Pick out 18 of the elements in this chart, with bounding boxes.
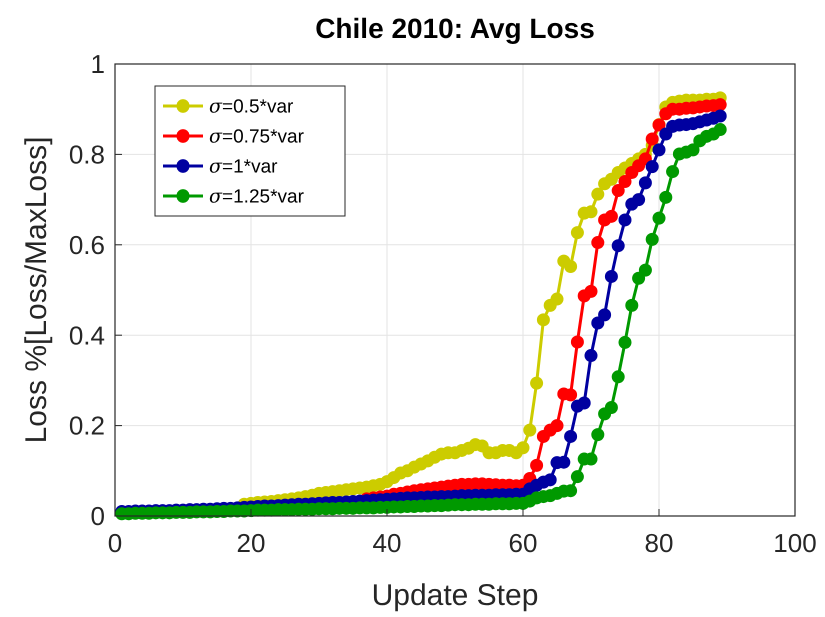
chart-title: Chile 2010: Avg Loss	[315, 13, 595, 44]
x-tick-label: 100	[773, 528, 817, 558]
x-axis-title: Update Step	[372, 579, 538, 612]
x-tick-label: 60	[508, 528, 538, 558]
y-tick-label: 1	[90, 49, 105, 80]
text: σ=0.5*var	[209, 96, 294, 118]
y-tick-label: 0.2	[68, 410, 105, 441]
y-tick-label: 0.8	[68, 140, 105, 170]
x-tick-label: 80	[644, 528, 674, 558]
text: σ=1.25*var	[209, 186, 304, 208]
y-tick-label: 0.4	[68, 320, 105, 350]
x-tick-label: 20	[236, 528, 266, 558]
y-axis-title: Loss %[Loss/MaxLoss]	[20, 136, 53, 444]
y-tick-label: 0	[90, 501, 105, 532]
y-tick-label: 0.6	[68, 230, 105, 260]
legend-label: σ=1*var	[209, 156, 278, 178]
x-tick-label: 40	[372, 528, 402, 558]
text: σ=0.75*var	[209, 126, 304, 148]
